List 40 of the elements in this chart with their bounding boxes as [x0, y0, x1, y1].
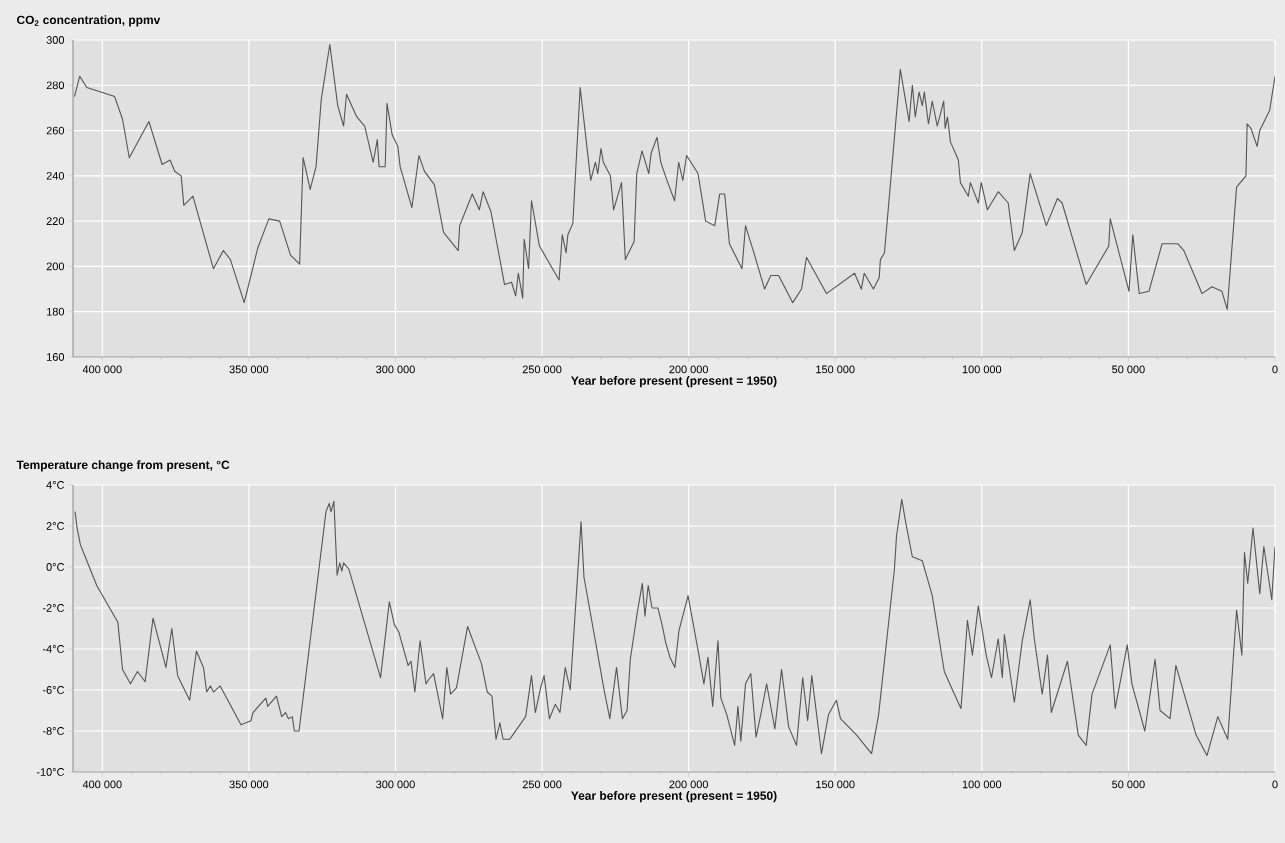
x-tick-label: 300 000 — [376, 780, 415, 789]
x-tick-label: 150 000 — [816, 780, 855, 789]
x-axis-title: Year before present (present = 1950) — [571, 791, 777, 803]
x-tick-label: 400 000 — [82, 365, 122, 374]
y-tick-label: -2°C — [42, 604, 65, 612]
x-tick-label: 0 — [1272, 365, 1278, 374]
chart-title: CO$_{2}$ concentration, ppmv — [17, 15, 161, 27]
y-tick-label: 180 — [47, 307, 65, 316]
y-tick-label: 260 — [46, 126, 65, 135]
x-tick-label: 350 000 — [229, 365, 269, 374]
x-tick-label: 250 000 — [522, 780, 562, 789]
x-tick-label: 0 — [1272, 780, 1278, 789]
y-tick-label: 4°C — [46, 481, 65, 489]
y-tick-label: -8°C — [42, 727, 65, 735]
y-tick-label: 160 — [47, 353, 65, 361]
x-tick-label: 200 000 — [669, 365, 708, 374]
y-tick-label: 220 — [46, 217, 65, 226]
x-tick-label: 250 000 — [522, 365, 562, 374]
line-series — [74, 498, 1275, 757]
x-tick-label: 50 000 — [1112, 365, 1145, 374]
x-tick-label: 350 000 — [229, 780, 269, 789]
y-tick-label: 240 — [46, 171, 65, 180]
x-tick-label: 400 000 — [82, 780, 122, 789]
y-tick-label: 2°C — [46, 522, 65, 530]
x-tick-label: 200 000 — [669, 780, 708, 789]
chart-title: Temperature change from present, °C — [16, 460, 230, 472]
y-tick-label: 300 — [46, 36, 65, 44]
x-tick-label: 100 000 — [962, 780, 1002, 789]
y-tick-label: -4°C — [42, 645, 65, 653]
x-axis-title: Year before present (present = 1950) — [571, 376, 777, 388]
y-tick-label: 280 — [46, 81, 65, 90]
line-series — [73, 43, 1275, 310]
x-tick-label: 100 000 — [962, 365, 1002, 374]
x-tick-label: 50 000 — [1112, 780, 1145, 789]
y-tick-label: -6°C — [42, 686, 65, 694]
y-tick-label: -10°C — [36, 768, 65, 776]
y-tick-label: 200 — [46, 262, 65, 271]
y-tick-label: 0°C — [46, 563, 65, 571]
x-tick-label: 300 000 — [376, 365, 415, 374]
x-tick-label: 150 000 — [816, 365, 855, 374]
